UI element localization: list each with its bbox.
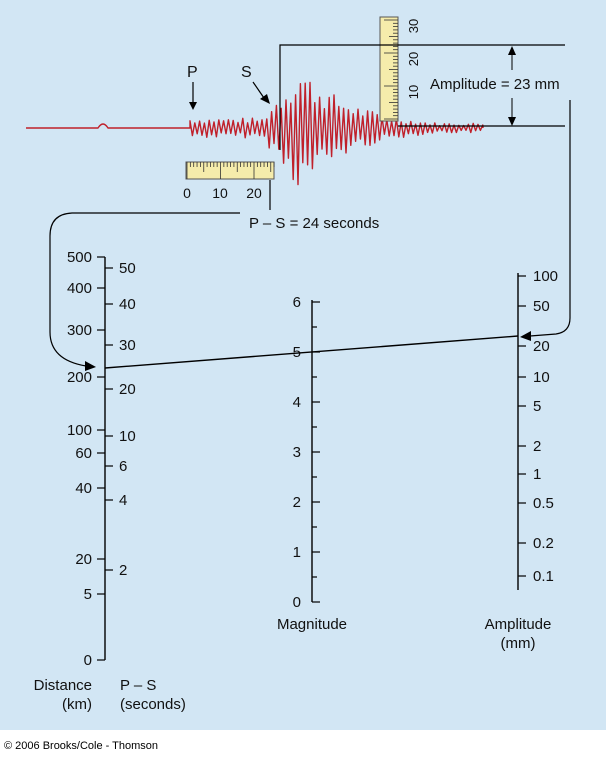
magnitude-tick-label: 2 — [293, 494, 301, 511]
seismogram-trace — [26, 81, 484, 186]
amplitude-tick-label: 0.1 — [533, 568, 554, 585]
ps-tick-label: 20 — [119, 381, 136, 398]
ps-tick-label: 10 — [119, 428, 136, 445]
distance-tick-label: 100 — [67, 422, 92, 439]
amplitude-dimension-arrow-down — [508, 117, 516, 126]
amplitude-connector-curve — [529, 100, 571, 337]
amplitude-annotation: Amplitude = 23 mm — [430, 76, 560, 93]
amplitude-tick-label: 0.5 — [533, 495, 554, 512]
vertical-ruler-tick-10: 10 — [406, 85, 421, 99]
distance-tick-label: 0 — [84, 652, 92, 669]
magnitude-label: Magnitude — [277, 616, 347, 633]
amplitude-leader: Amplitude = 23 mm — [279, 44, 571, 341]
ps-label-line1: P – S — [120, 677, 156, 694]
nomogram-diagram: P S 10 20 30 0 10 20 Amplitude = 23 mm — [26, 16, 571, 713]
distance-tick-label: 60 — [75, 445, 92, 462]
distance-label-line1: Distance — [34, 677, 92, 694]
amplitude-connector-arrow — [520, 331, 531, 341]
amplitude-tick-label: 5 — [533, 398, 541, 415]
ps-tick-label: 30 — [119, 337, 136, 354]
s-wave-arrow-head — [260, 94, 270, 104]
magnitude-tick-label: 6 — [293, 294, 301, 311]
distance-tick-label: 5 — [84, 586, 92, 603]
distance-tick-label: 20 — [75, 551, 92, 568]
vertical-ruler-ticks — [384, 19, 398, 120]
vertical-ruler: 10 20 30 — [379, 16, 421, 122]
vertical-ruler-tick-30: 30 — [406, 19, 421, 33]
diagram-background: P S 10 20 30 0 10 20 Amplitude = 23 mm — [0, 0, 606, 730]
s-wave-label: S — [241, 64, 252, 81]
seismogram: P S — [26, 64, 484, 186]
ps-annotation-bg — [240, 210, 405, 220]
s-wave-arrow — [252, 81, 265, 99]
ps-tick-label: 40 — [119, 296, 136, 313]
p-wave-label: P — [187, 64, 198, 81]
magnitude-tick-label: 1 — [293, 544, 301, 561]
distance-tick-label: 200 — [67, 369, 92, 386]
amplitude-dimension-arrow-up — [508, 46, 516, 55]
magnitude-tick-label: 4 — [293, 394, 301, 411]
horizontal-ruler: 0 10 20 — [183, 161, 275, 201]
horizontal-ruler-tick-10: 10 — [212, 185, 228, 201]
amplitude-scale: 100 50 20 10 5 2 1 0.5 0.2 0.1 Amplitude (mm) — [485, 268, 558, 652]
vertical-ruler-tick-20: 20 — [406, 52, 421, 66]
horizontal-ruler-ticks — [186, 162, 275, 179]
ps-connector-arrow — [85, 361, 96, 371]
solution-line — [104, 335, 519, 369]
ps-label-line2: (seconds) — [120, 696, 186, 713]
magnitude-tick-label: 0 — [293, 594, 301, 611]
ps-tick-label: 2 — [119, 562, 127, 579]
copyright: © 2006 Brooks/Cole - Thomson — [4, 740, 159, 752]
ps-leader: P – S = 24 seconds — [49, 180, 405, 371]
amplitude-label-line2: (mm) — [501, 635, 536, 652]
ps-annotation: P – S = 24 seconds — [249, 215, 379, 232]
distance-tick-label: 300 — [67, 322, 92, 339]
ps-tick-label: 4 — [119, 492, 127, 509]
p-wave-arrow-head — [189, 102, 197, 110]
amplitude-tick-label: 1 — [533, 466, 541, 483]
amplitude-label-line1: Amplitude — [485, 616, 552, 633]
ps-connector-curve — [49, 212, 238, 367]
distance-tick-label: 400 — [67, 280, 92, 297]
amplitude-tick-label: 50 — [533, 298, 550, 315]
horizontal-ruler-tick-20: 20 — [246, 185, 262, 201]
amplitude-top-line — [279, 44, 565, 150]
amplitude-tick-label: 20 — [533, 338, 550, 355]
distance-label-line2: (km) — [62, 696, 92, 713]
amplitude-tick-label: 10 — [533, 369, 550, 386]
ps-tick-label: 50 — [119, 260, 136, 277]
amplitude-tick-label: 2 — [533, 438, 541, 455]
amplitude-tick-label: 100 — [533, 268, 558, 285]
magnitude-tick-label: 3 — [293, 444, 301, 461]
ps-tick-label: 6 — [119, 458, 127, 475]
distance-tick-label: 40 — [75, 480, 92, 497]
amplitude-tick-label: 0.2 — [533, 535, 554, 552]
distance-tick-label: 500 — [67, 249, 92, 266]
magnitude-scale: 6543210 Magnitude — [277, 294, 347, 633]
horizontal-ruler-tick-0: 0 — [183, 185, 191, 201]
horizontal-ruler-body — [185, 161, 275, 180]
